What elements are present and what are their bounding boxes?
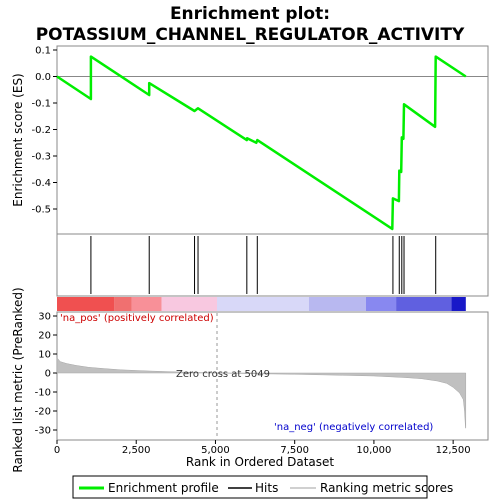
x-tick-label: 0 [54, 445, 60, 456]
positive-correlation-label: 'na_pos' (positively correlated) [60, 313, 214, 324]
rank-metric-panel: -30 -20 -10 0 10 20 30 'na_pos' (positively co… [35, 311, 489, 441]
hits-panel-frame [56, 233, 489, 297]
es-y-tick-label: -0.1 [31, 99, 51, 110]
es-panel: -0.5 -0.4 -0.3 -0.2 -0.1 0.0 0.1 [31, 45, 489, 235]
es-y-tick-label: -0.5 [31, 205, 51, 216]
rank-y-tick-label: -10 [35, 388, 51, 399]
rank-y-tick-label: 20 [38, 331, 51, 342]
chart-title-line1: Enrichment plot: [170, 4, 330, 24]
es-y-tick-label: -0.4 [31, 178, 51, 189]
x-axis-label: Rank in Ordered Dataset [186, 455, 334, 469]
legend-ranking-label: Ranking metric scores [320, 481, 453, 495]
rank-y-tick-label: 10 [38, 350, 51, 361]
color-bar-segment [396, 297, 452, 311]
legend-hits-label: Hits [255, 481, 278, 495]
legend-enrichment-label: Enrichment profile [108, 481, 219, 495]
color-bar-segment [365, 297, 397, 311]
rank-y-tick-label: 0 [45, 369, 51, 380]
color-bar-segment [451, 297, 466, 311]
es-y-tick-label: -0.3 [31, 152, 51, 163]
rank-y-axis-label: Ranked list metric (PreRanked) [11, 287, 25, 472]
es-y-tick-label: 0.0 [35, 72, 51, 83]
color-bar-segment [161, 297, 218, 311]
x-tick-label: 2,500 [122, 445, 151, 456]
rank-y-tick-label: -20 [35, 407, 51, 418]
rank-y-tick-label: 30 [38, 312, 51, 323]
color-bar-segment [308, 297, 366, 311]
es-y-tick-label: 0.1 [35, 46, 51, 57]
negative-correlation-label: 'na_neg' (negatively correlated) [274, 422, 433, 433]
legend: Enrichment profile Hits Ranking metric s… [72, 475, 453, 499]
x-tick-label: 10,000 [356, 445, 391, 456]
rank-y-tick-label: -30 [35, 426, 51, 437]
color-bar-segment [217, 297, 309, 311]
color-bar-segment [57, 297, 115, 311]
x-tick-label: 5,000 [201, 445, 230, 456]
x-axis: 0 2,500 5,000 7,500 10,000 12,500 [54, 440, 471, 456]
x-tick-label: 12,500 [436, 445, 471, 456]
ranking-color-bar [57, 297, 466, 311]
ranking-metric-area [56, 357, 467, 429]
legend-frame [72, 475, 428, 499]
es-panel-frame [56, 45, 489, 235]
es-y-axis-label: Enrichment score (ES) [11, 73, 25, 206]
es-y-tick-label: -0.2 [31, 125, 51, 136]
zero-cross-label: Zero cross at 5049 [176, 369, 270, 380]
enrichment-profile-line [56, 55, 467, 231]
color-bar-segment [114, 297, 132, 311]
x-tick-label: 7,500 [280, 445, 309, 456]
hits-panel [56, 233, 489, 297]
color-bar-segment [131, 297, 162, 311]
chart-title-line2: POTASSIUM_CHANNEL_REGULATOR_ACTIVITY [36, 25, 465, 45]
